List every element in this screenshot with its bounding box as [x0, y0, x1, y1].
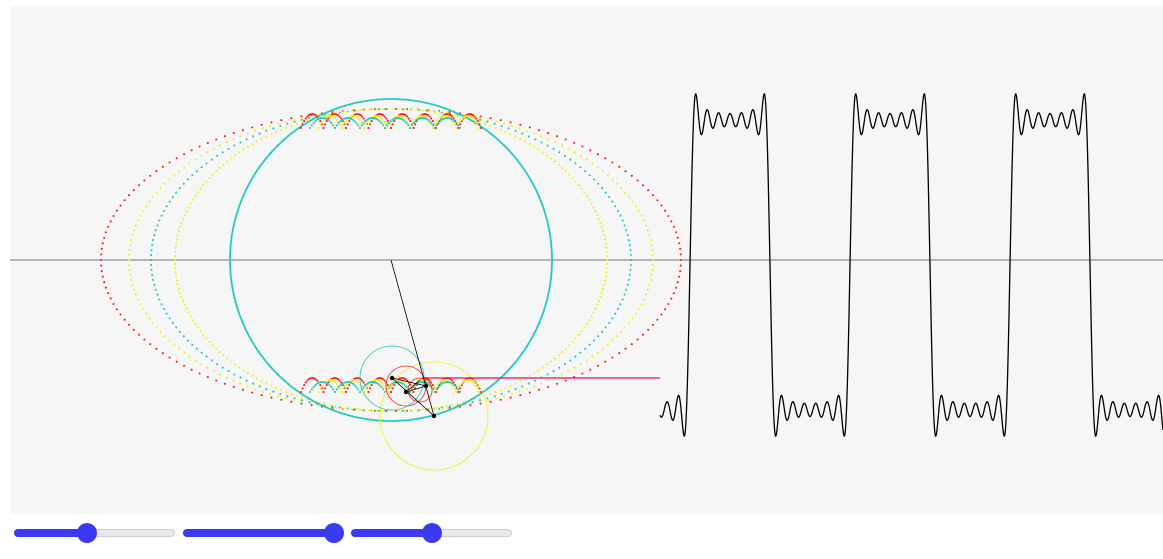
epicycle-circle-red-1: [385, 365, 427, 407]
slider-3[interactable]: [351, 521, 512, 545]
epicycle-circles-group: [359, 259, 489, 471]
slider-2[interactable]: [183, 521, 344, 545]
slider-3-fill: [351, 529, 432, 537]
arm-5: [405, 379, 421, 393]
arm-1: [390, 259, 435, 417]
epicycle-circle-yellow: [379, 361, 489, 471]
slider-3-thumb[interactable]: [421, 523, 442, 543]
trace-cyan-ellipse: [149, 107, 633, 413]
slider-2-thumb[interactable]: [324, 523, 344, 543]
slider-1-thumb[interactable]: [77, 523, 98, 543]
joint-3: [423, 383, 429, 389]
square-wave-curve: [659, 93, 1163, 437]
arm-2: [391, 377, 435, 417]
trace-cyan-scallops-top: [308, 116, 462, 130]
trace-red-ellipse: [99, 107, 683, 413]
slider-1-fill: [14, 529, 88, 537]
joint-4: [403, 389, 409, 395]
arm-3: [391, 377, 427, 387]
trace-cyan-scallops-bottom: [308, 380, 462, 394]
trace-yellow-ellipse-inner: [173, 107, 609, 413]
joint-1: [431, 413, 437, 419]
joint-2: [389, 375, 395, 381]
fourier-canvas: [10, 6, 1163, 514]
slider-2-fill: [183, 529, 334, 537]
fourier-drawing: [10, 93, 1163, 471]
arm-4: [405, 385, 427, 393]
trace-cyan-main-circle: [228, 97, 554, 423]
trace-dots-group: [99, 97, 683, 423]
slider-1[interactable]: [14, 521, 175, 545]
